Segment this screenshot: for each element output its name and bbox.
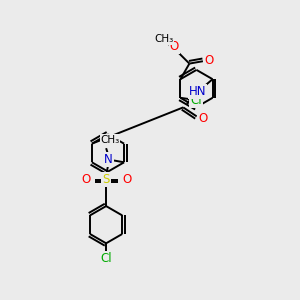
Text: O: O [198, 112, 207, 125]
Text: S: S [102, 173, 110, 186]
Text: O: O [122, 173, 131, 186]
Text: Cl: Cl [100, 252, 112, 266]
Text: Cl: Cl [190, 94, 202, 107]
Text: O: O [169, 40, 179, 53]
Text: CH₃: CH₃ [154, 34, 173, 44]
Text: CH₃: CH₃ [100, 135, 120, 145]
Text: O: O [204, 53, 214, 67]
Text: O: O [81, 173, 90, 186]
Text: HN: HN [189, 85, 206, 98]
Text: N: N [104, 153, 113, 166]
